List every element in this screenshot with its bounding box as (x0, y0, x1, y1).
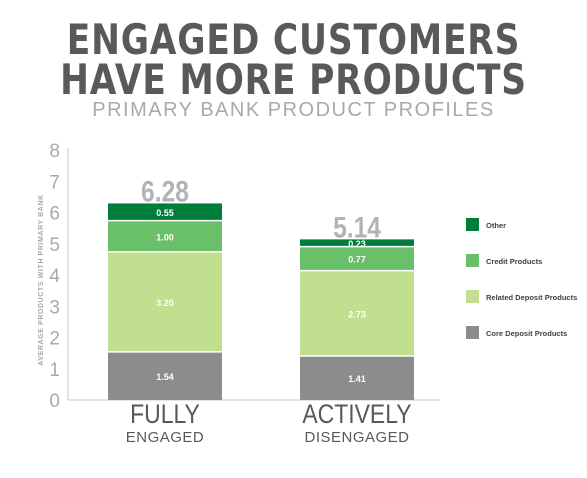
bar-value-label: 0.23 (348, 239, 366, 249)
y-tick-label: 4 (49, 266, 60, 287)
chart-title-line-1: ENGAGED CUSTOMERS (66, 15, 521, 64)
bar-value-label: 0.77 (348, 255, 366, 265)
legend-label: Core Deposit Products (486, 329, 567, 338)
bar-value-label: 2.73 (348, 309, 366, 319)
bar-segment (300, 355, 414, 400)
bar-total-label: 5.14 (333, 210, 382, 244)
legend-swatch (466, 290, 479, 303)
x-category-label: FULLY (130, 399, 200, 429)
bar-segment (300, 246, 414, 271)
x-category-label: ACTIVELY (302, 399, 411, 429)
bar-segment (108, 220, 222, 252)
bar-value-label: 1.41 (348, 374, 366, 384)
x-category-sublabel: DISENGAGED (304, 429, 409, 446)
bar-value-label: 3.20 (156, 298, 174, 308)
bar-segment (300, 239, 414, 247)
bar-segment (108, 203, 222, 221)
legend-swatch (466, 218, 479, 231)
bar-total-label: 6.28 (141, 174, 189, 208)
y-tick-label: 8 (49, 141, 60, 162)
y-tick-label: 7 (49, 172, 60, 193)
legend-swatch (466, 326, 479, 339)
legend-label: Related Deposit Products (486, 293, 577, 302)
y-tick-label: 2 (49, 329, 60, 350)
legend-label: Credit Products (486, 257, 542, 266)
bar-segment (108, 251, 222, 352)
y-axis-title: AVERAGE PRODUCTS WITH PRIMARY BANK (38, 194, 45, 366)
bar-value-label: 0.55 (156, 208, 174, 218)
legend-label: Other (486, 221, 506, 230)
y-tick-label: 5 (49, 235, 60, 256)
bar-value-label: 1.00 (156, 232, 174, 242)
legend-swatch (466, 254, 479, 267)
y-tick-label: 6 (49, 204, 60, 225)
x-category-sublabel: ENGAGED (126, 429, 205, 446)
bar-segment (300, 270, 414, 356)
chart-title-line-2: HAVE MORE PRODUCTS (60, 55, 527, 104)
bar-value-label: 1.54 (156, 372, 174, 382)
y-tick-label: 1 (49, 360, 60, 381)
y-tick-label: 0 (49, 391, 60, 412)
chart-subtitle: PRIMARY BANK PRODUCT PROFILES (92, 99, 495, 121)
y-tick-label: 3 (49, 297, 60, 318)
bar-segment (108, 351, 222, 400)
